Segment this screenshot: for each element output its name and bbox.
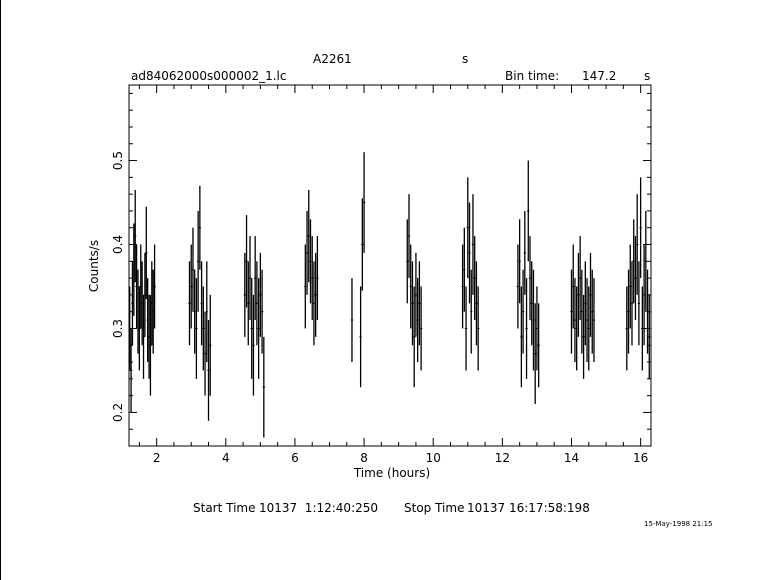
axis-ticks — [129, 85, 651, 447]
y-tick-label: 0.2 — [111, 403, 125, 422]
y-tick-label: 0.4 — [111, 235, 125, 254]
start-time-value: 10137 1:12:40:250 — [259, 501, 379, 515]
stop-time-value: 10137 16:17:58:198 — [467, 501, 590, 515]
bin-time-unit: s — [644, 69, 651, 83]
object-name: A2261 — [313, 52, 352, 66]
x-tick-label: 4 — [222, 451, 230, 465]
x-tick-label: 14 — [564, 451, 579, 465]
page-left-border — [0, 0, 1, 580]
x-axis-label: Time (hours) — [353, 466, 430, 480]
date-stamp: 15-May-1998 21:15 — [644, 520, 713, 528]
x-tick-label: 12 — [495, 451, 510, 465]
stop-time-label: Stop Time — [404, 501, 465, 515]
x-tick-label: 8 — [360, 451, 368, 465]
x-tick-label: 10 — [426, 451, 441, 465]
x-tick-label: 16 — [633, 451, 648, 465]
y-tick-label: 0.3 — [111, 319, 125, 338]
axis-tick-labels: 2 4 6 8 10 12 14 16 0.2 0.3 0.4 0.5 — [111, 151, 648, 465]
start-time-label: Start Time — [193, 501, 256, 515]
y-axis-label: Counts/s — [87, 240, 101, 292]
plot-frame — [128, 84, 652, 447]
object-unit: s — [462, 52, 469, 66]
x-tick-label: 2 — [153, 451, 161, 465]
bin-time-label: Bin time: — [505, 69, 560, 83]
y-tick-label: 0.5 — [111, 151, 125, 170]
bin-time-value: 147.2 — [582, 69, 617, 83]
file-name: ad84062000s000002_1.lc — [131, 69, 287, 83]
x-tick-label: 6 — [291, 451, 299, 465]
data-points — [128, 152, 651, 438]
